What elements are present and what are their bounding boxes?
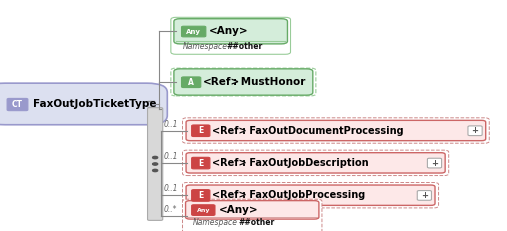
Text: 0..*: 0..* (164, 205, 177, 214)
FancyBboxPatch shape (468, 126, 482, 136)
FancyBboxPatch shape (183, 182, 439, 208)
Text: <Ref>: <Ref> (212, 125, 247, 136)
Text: E: E (198, 126, 203, 135)
Text: CT: CT (12, 100, 23, 109)
FancyBboxPatch shape (171, 68, 316, 96)
Text: A: A (188, 78, 194, 87)
FancyBboxPatch shape (183, 150, 449, 176)
Text: <Ref>: <Ref> (203, 77, 240, 87)
Text: : FaxOutJobDescription: : FaxOutJobDescription (242, 158, 369, 168)
FancyBboxPatch shape (192, 157, 210, 169)
FancyBboxPatch shape (0, 83, 167, 125)
Circle shape (153, 169, 158, 172)
Circle shape (153, 156, 158, 159)
FancyBboxPatch shape (186, 120, 486, 141)
Text: +: + (472, 126, 479, 135)
FancyBboxPatch shape (182, 77, 201, 88)
FancyBboxPatch shape (192, 125, 210, 137)
Text: Any: Any (197, 208, 210, 213)
FancyBboxPatch shape (171, 17, 291, 54)
Text: ##other: ##other (238, 218, 274, 227)
FancyBboxPatch shape (183, 118, 489, 143)
FancyBboxPatch shape (427, 158, 442, 168)
FancyBboxPatch shape (186, 153, 445, 173)
Text: : FaxOutDocumentProcessing: : FaxOutDocumentProcessing (242, 125, 404, 136)
FancyBboxPatch shape (7, 98, 28, 111)
FancyBboxPatch shape (186, 201, 319, 219)
Text: +: + (431, 159, 438, 167)
Text: : MustHonor: : MustHonor (233, 77, 306, 87)
Text: <Any>: <Any> (208, 26, 248, 36)
Text: Any: Any (186, 29, 201, 34)
Text: <Any>: <Any> (219, 205, 258, 215)
FancyBboxPatch shape (183, 199, 322, 231)
Text: +: + (421, 191, 428, 200)
FancyBboxPatch shape (174, 19, 287, 44)
Text: : FaxOutJobProcessing: : FaxOutJobProcessing (242, 190, 366, 200)
Text: Namespace: Namespace (193, 218, 238, 227)
FancyBboxPatch shape (192, 190, 210, 201)
FancyBboxPatch shape (182, 26, 206, 37)
FancyBboxPatch shape (417, 191, 431, 200)
Text: <Ref>: <Ref> (212, 190, 247, 200)
Text: 0..1: 0..1 (164, 120, 178, 128)
FancyBboxPatch shape (186, 185, 435, 205)
Text: <Ref>: <Ref> (212, 158, 247, 168)
Text: Namespace: Namespace (183, 42, 228, 51)
Text: E: E (198, 159, 203, 167)
FancyBboxPatch shape (148, 108, 163, 220)
FancyBboxPatch shape (192, 205, 215, 215)
Text: FaxOutJobTicketType: FaxOutJobTicketType (33, 99, 157, 109)
Circle shape (153, 163, 158, 165)
Text: 0..1: 0..1 (164, 184, 178, 193)
FancyBboxPatch shape (174, 69, 313, 95)
Text: ##other: ##other (227, 42, 263, 51)
Text: 0..1: 0..1 (164, 152, 178, 161)
Text: E: E (198, 191, 203, 200)
